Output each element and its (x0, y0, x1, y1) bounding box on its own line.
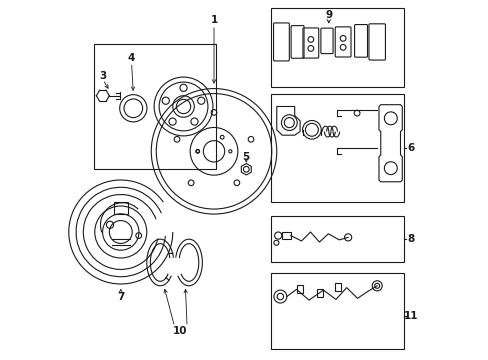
Text: 8: 8 (407, 234, 414, 244)
Bar (271, 216, 403, 262)
Bar (316, 289, 322, 297)
Text: 10: 10 (172, 325, 187, 336)
Bar (271, 94, 403, 202)
Bar (297, 285, 303, 293)
Bar (94, 44, 215, 169)
Text: 1: 1 (210, 15, 217, 26)
Bar (334, 283, 340, 291)
Text: 9: 9 (325, 10, 332, 20)
Bar (271, 8, 403, 87)
Bar (281, 232, 290, 239)
Bar (271, 273, 403, 348)
Text: 6: 6 (407, 143, 414, 153)
Text: 5: 5 (242, 152, 249, 162)
Bar (113, 202, 128, 214)
Text: 11: 11 (403, 311, 418, 321)
Text: 3: 3 (99, 71, 106, 81)
Text: 7: 7 (117, 292, 124, 302)
Text: 4: 4 (127, 53, 135, 63)
